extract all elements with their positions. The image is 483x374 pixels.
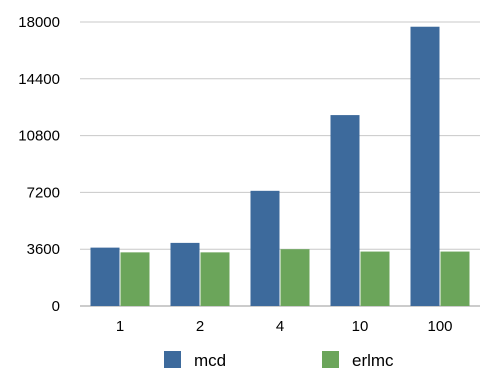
y-tick-label: 10800 <box>18 128 60 145</box>
x-tick-label: 4 <box>276 318 284 335</box>
x-tick-label: 2 <box>196 318 204 335</box>
legend-swatch-erlmc <box>322 351 339 368</box>
bars <box>90 26 470 306</box>
y-tick-label: 3600 <box>27 241 60 258</box>
x-tick-label: 1 <box>116 318 124 335</box>
bar-erlmc-100 <box>440 251 470 306</box>
bar-mcd-10 <box>330 115 360 306</box>
bar-erlmc-4 <box>280 249 310 306</box>
bar-mcd-4 <box>250 190 280 306</box>
bar-mcd-2 <box>170 242 200 306</box>
legend: mcd erlmc <box>164 351 394 370</box>
bar-mcd-1 <box>90 247 120 306</box>
bar-erlmc-1 <box>120 252 150 306</box>
legend-label-mcd: mcd <box>194 351 226 370</box>
y-tick-label: 14400 <box>18 71 60 88</box>
x-axis-ticks: 1 2 4 10 100 <box>116 318 453 335</box>
x-tick-label: 10 <box>352 318 369 335</box>
bar-mcd-100 <box>410 26 440 306</box>
bar-erlmc-10 <box>360 251 390 306</box>
bar-erlmc-2 <box>200 252 230 306</box>
y-tick-label: 0 <box>52 298 60 315</box>
legend-label-erlmc: erlmc <box>352 351 394 370</box>
y-axis-ticks: 0 3600 7200 10800 14400 18000 <box>18 14 60 315</box>
y-tick-label: 18000 <box>18 14 60 31</box>
x-tick-label: 100 <box>427 318 452 335</box>
y-tick-label: 7200 <box>27 184 60 201</box>
legend-swatch-mcd <box>164 351 181 368</box>
